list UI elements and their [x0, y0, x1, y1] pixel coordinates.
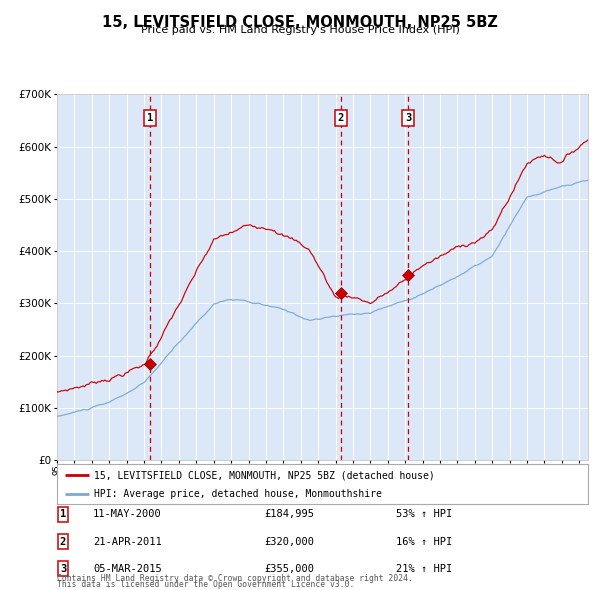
Text: 2: 2 [338, 113, 344, 123]
Text: £184,995: £184,995 [264, 510, 314, 519]
Text: 2: 2 [60, 537, 66, 546]
Text: 1: 1 [60, 510, 66, 519]
Text: 16% ↑ HPI: 16% ↑ HPI [396, 537, 452, 546]
Text: 21-APR-2011: 21-APR-2011 [93, 537, 162, 546]
Text: 05-MAR-2015: 05-MAR-2015 [93, 564, 162, 573]
Text: 1: 1 [147, 113, 154, 123]
Text: 3: 3 [405, 113, 411, 123]
Text: 53% ↑ HPI: 53% ↑ HPI [396, 510, 452, 519]
Text: 21% ↑ HPI: 21% ↑ HPI [396, 564, 452, 573]
Text: £320,000: £320,000 [264, 537, 314, 546]
Text: 15, LEVITSFIELD CLOSE, MONMOUTH, NP25 5BZ (detached house): 15, LEVITSFIELD CLOSE, MONMOUTH, NP25 5B… [94, 470, 435, 480]
Text: 11-MAY-2000: 11-MAY-2000 [93, 510, 162, 519]
Text: 15, LEVITSFIELD CLOSE, MONMOUTH, NP25 5BZ: 15, LEVITSFIELD CLOSE, MONMOUTH, NP25 5B… [102, 15, 498, 30]
Text: Contains HM Land Registry data © Crown copyright and database right 2024.: Contains HM Land Registry data © Crown c… [57, 574, 413, 583]
Text: £355,000: £355,000 [264, 564, 314, 573]
Text: 3: 3 [60, 564, 66, 573]
Text: This data is licensed under the Open Government Licence v3.0.: This data is licensed under the Open Gov… [57, 581, 355, 589]
Text: Price paid vs. HM Land Registry's House Price Index (HPI): Price paid vs. HM Land Registry's House … [140, 25, 460, 35]
Text: HPI: Average price, detached house, Monmouthshire: HPI: Average price, detached house, Monm… [94, 490, 382, 499]
